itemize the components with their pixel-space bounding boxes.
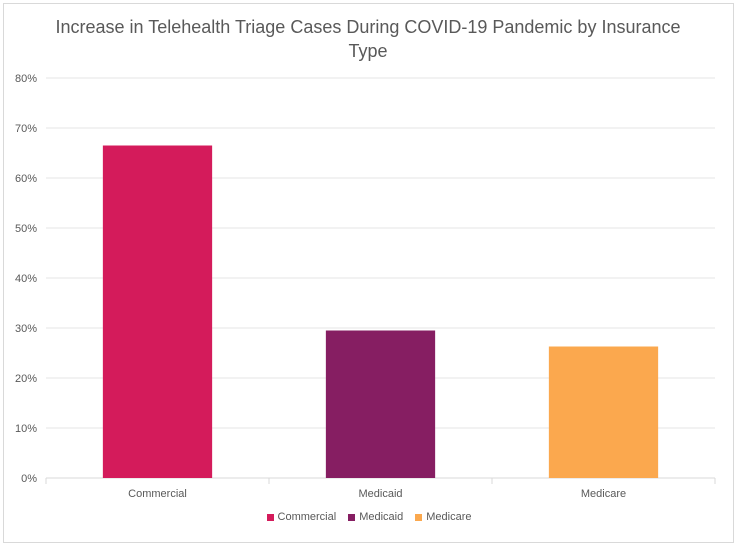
legend-swatch xyxy=(415,513,423,521)
x-tick-label: Medicare xyxy=(581,488,626,500)
y-tick-label: 60% xyxy=(15,173,37,185)
bar-commercial xyxy=(102,145,213,478)
legend-label: Medicaid xyxy=(359,511,404,523)
y-tick-label: 50% xyxy=(15,223,37,235)
y-tick-label: 20% xyxy=(15,373,37,385)
y-tick-label: 70% xyxy=(15,123,37,135)
legend-item-medicaid: Medicaid xyxy=(348,511,403,523)
legend-item-medicare: Medicare xyxy=(415,511,471,523)
y-tick-label: 80% xyxy=(15,73,37,85)
x-tick-label: Commercial xyxy=(128,488,187,500)
x-tick-label: Medicaid xyxy=(358,488,402,500)
legend-swatch xyxy=(348,513,356,521)
legend-label: Commercial xyxy=(277,511,337,523)
chart-title: Increase in Telehealth Triage Cases Duri… xyxy=(55,17,681,61)
y-tick-label: 10% xyxy=(15,423,37,435)
y-tick-label: 0% xyxy=(21,473,37,485)
legend-label: Medicare xyxy=(426,511,472,523)
y-tick-label: 40% xyxy=(15,273,37,285)
legend-swatch xyxy=(266,513,274,521)
bar-medicaid xyxy=(325,330,436,478)
legend-item-commercial: Commercial xyxy=(266,511,337,523)
bar-medicare xyxy=(548,346,659,478)
y-tick-label: 30% xyxy=(15,323,37,335)
chart-legend: Commercial Medicaid Medicare xyxy=(0,511,738,524)
